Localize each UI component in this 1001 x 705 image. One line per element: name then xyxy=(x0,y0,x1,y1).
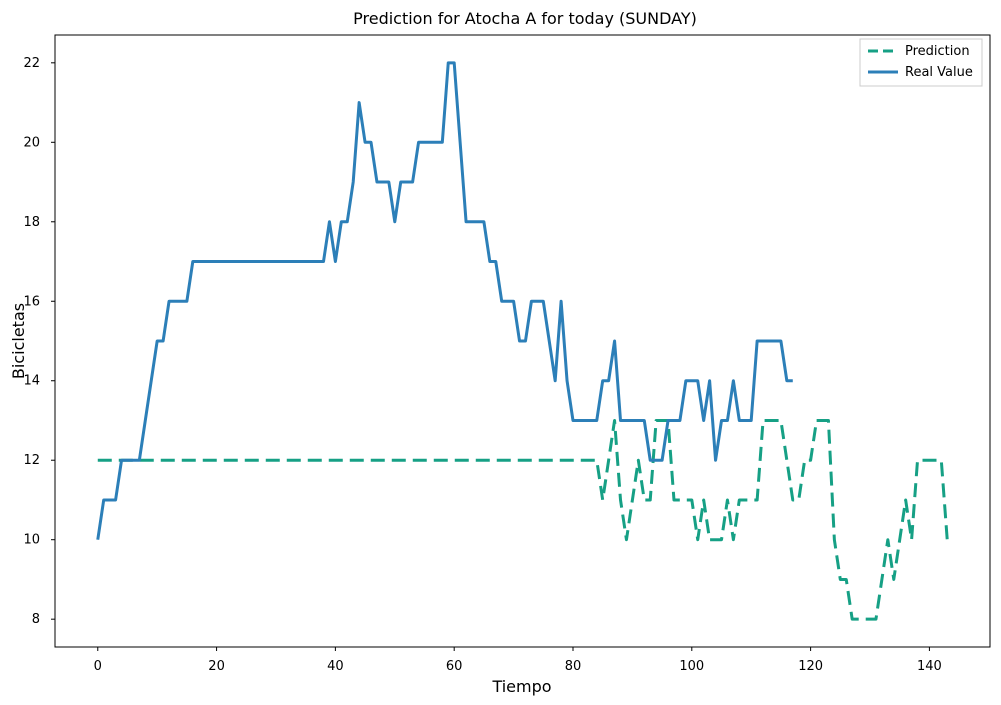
y-tick-label-10: 10 xyxy=(23,533,40,548)
series-line-real-value xyxy=(96,61,793,540)
y-axis-label: Bicicletas xyxy=(9,303,28,379)
legend-label-prediction: Prediction xyxy=(905,44,970,59)
y-tick-label-20: 20 xyxy=(23,135,40,150)
y-tick-label-12: 12 xyxy=(23,453,40,468)
x-tick-label-100: 100 xyxy=(679,659,704,674)
x-tick-label-120: 120 xyxy=(798,659,823,674)
plot-area xyxy=(54,34,991,648)
x-tick-label-0: 0 xyxy=(94,659,102,674)
x-tick-label-60: 60 xyxy=(446,659,463,674)
y-tick-label-8: 8 xyxy=(32,612,40,627)
x-tick-label-80: 80 xyxy=(565,659,582,674)
legend-box xyxy=(859,38,983,87)
x-axis-ticks: 0 20 40 60 80 100 120 140 xyxy=(94,647,942,674)
y-tick-label-16: 16 xyxy=(23,294,40,309)
y-tick-label-18: 18 xyxy=(23,215,40,230)
x-axis-label: Tiempo xyxy=(491,677,551,696)
y-tick-label-14: 14 xyxy=(23,374,40,389)
legend: Prediction Real Value xyxy=(859,38,983,87)
y-axis-ticks: 8 10 12 14 16 18 20 22 xyxy=(23,56,55,627)
series-line-prediction xyxy=(97,418,949,621)
x-tick-label-40: 40 xyxy=(327,659,344,674)
chart-title: Prediction for Atocha A for today (SUNDA… xyxy=(353,9,697,28)
x-tick-label-20: 20 xyxy=(208,659,225,674)
x-tick-label-140: 140 xyxy=(917,659,942,674)
y-tick-label-22: 22 xyxy=(23,56,40,71)
legend-label-real-value: Real Value xyxy=(905,65,973,80)
series-group xyxy=(96,61,949,621)
